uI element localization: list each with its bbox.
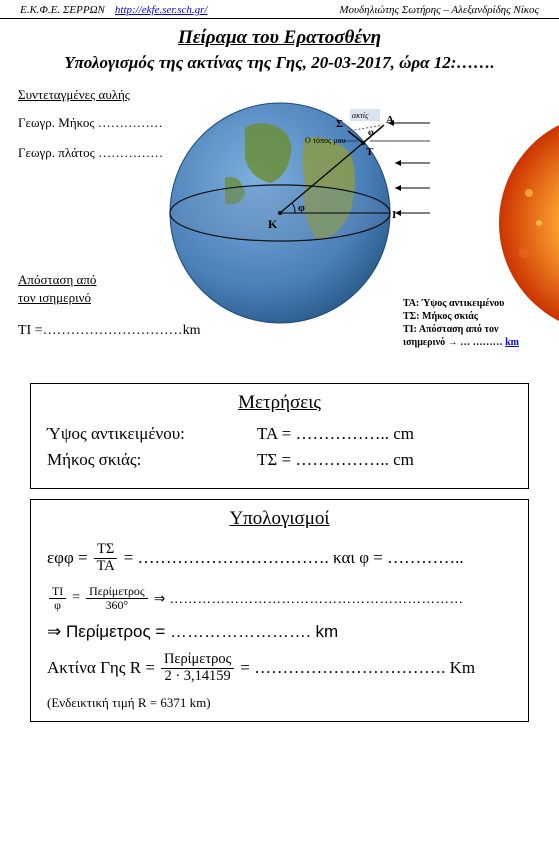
org-link[interactable]: http://ekfe.ser.sch.gr/ (115, 4, 208, 16)
distance-line1: Απόσταση από (18, 271, 96, 289)
page-title: Πείραμα του Ερατοσθένη (0, 27, 559, 49)
calc-ratio-line: ΤΙ φ = Περίμετρος 360° ⇒ ………………………………………… (47, 585, 512, 612)
perimeter-result: ⇒ Περίμετρος = ……………………. km (47, 622, 338, 642)
header: Ε.Κ.Φ.Ε. ΣΕΡΡΩΝ http://ekfe.ser.sch.gr/ … (0, 0, 559, 16)
label-phi-top: φ (368, 127, 374, 137)
legend-ti2: ισημερινό → … ……… (403, 337, 503, 348)
radius-result: = ……………………………. Km (240, 658, 475, 678)
calculations-box: Υπολογισμοί εφφ = ΤΣ ΤΑ = ……………………………. κ… (30, 499, 529, 722)
earth-diagram: Κ φ Τ Α Σ φ ακτίς Ο τόπος μου Ι (150, 83, 430, 343)
latitude-row: Γεωγρ. πλάτος …………… (18, 145, 163, 161)
calculations-title: Υπολογισμοί (47, 508, 512, 530)
legend-ta: ΤΑ: Ύψος αντικειμένου (403, 297, 519, 310)
frac-perim-2pi: Περίμετρος 2 · 3,14159 (161, 652, 234, 685)
shadow-label: Μήκος σκιάς: (47, 450, 257, 470)
measurements-box: Μετρήσεις Ύψος αντικειμένου: ΤΑ = …………….… (30, 383, 529, 489)
height-value: ΤΑ = …………….. cm (257, 424, 512, 444)
reference-note: (Ενδεικτική τιμή R = 6371 km) (47, 695, 512, 711)
legend-ts: ΤΣ: Μήκος σκιάς (403, 310, 519, 323)
authors: Μουδηλιώτης Σωτήρης – Αλεξανδρίδης Νίκος (339, 4, 539, 16)
frac-perim-360: Περίμετρος 360° (86, 585, 147, 612)
measurements-title: Μετρήσεις (47, 392, 512, 414)
eff-label: εφφ = (47, 548, 88, 568)
frac-den-2pi: 2 · 3,14159 (162, 669, 234, 685)
frac-den-ta: ΤΑ (94, 559, 118, 575)
page-subtitle: Υπολογισμός της ακτίνας της Γης, 20-03-2… (0, 53, 559, 73)
label-aktis: ακτίς (352, 111, 369, 120)
radius-label: Ακτίνα Γης R = (47, 658, 155, 678)
ratio-result: ⇒ ……………………………………………………… (154, 590, 464, 607)
distance-line2: τον ισημερινό (18, 289, 96, 307)
frac-ts-ta: ΤΣ ΤΑ (94, 542, 118, 575)
frac-num-perim: Περίμετρος (86, 585, 147, 599)
label-kappa: Κ (268, 217, 278, 231)
legend-ti1: ΤΙ: Απόσταση από τον (403, 323, 519, 336)
calc-tan-line: εφφ = ΤΣ ΤΑ = ……………………………. και φ = ………….… (47, 542, 512, 575)
frac-num-ts: ΤΣ (94, 542, 117, 559)
label-tau: Τ (366, 146, 374, 158)
diagram-legend: ΤΑ: Ύψος αντικειμένου ΤΣ: Μήκος σκιάς ΤΙ… (403, 297, 519, 349)
legend-km-link[interactable]: km (505, 337, 519, 348)
org-name: Ε.Κ.Φ.Ε. ΣΕΡΡΩΝ (20, 4, 105, 16)
label-topos: Ο τόπος μου (305, 136, 345, 145)
frac-den-phi: φ (51, 599, 64, 612)
frac-ti-phi: ΤΙ φ (49, 585, 66, 612)
frac-den-360: 360° (103, 599, 132, 612)
equals-1: = (72, 590, 80, 606)
frac-num-perim2: Περίμετρος (161, 652, 234, 669)
label-phi-center: φ (298, 202, 305, 214)
frac-num-ti: ΤΙ (49, 585, 66, 599)
eff-result: = ……………………………. και φ = ………….. (124, 548, 464, 568)
label-sigma: Σ (336, 118, 343, 130)
coords-heading: Συντεταγμένες αυλής (18, 87, 163, 103)
longitude-row: Γεωγρ. Μήκος …………… (18, 115, 163, 131)
calc-perimeter-line: ⇒ Περίμετρος = ……………………. km (47, 622, 512, 642)
calc-radius-line: Ακτίνα Γης R = Περίμετρος 2 · 3,14159 = … (47, 652, 512, 685)
label-iota: Ι (392, 209, 396, 221)
shadow-value: ΤΣ = …………….. cm (257, 450, 512, 470)
header-divider (0, 18, 559, 19)
diagram-area: Συντεταγμένες αυλής Γεωγρ. Μήκος …………… Γ… (0, 83, 559, 373)
height-label: Ύψος αντικειμένου: (47, 424, 257, 444)
